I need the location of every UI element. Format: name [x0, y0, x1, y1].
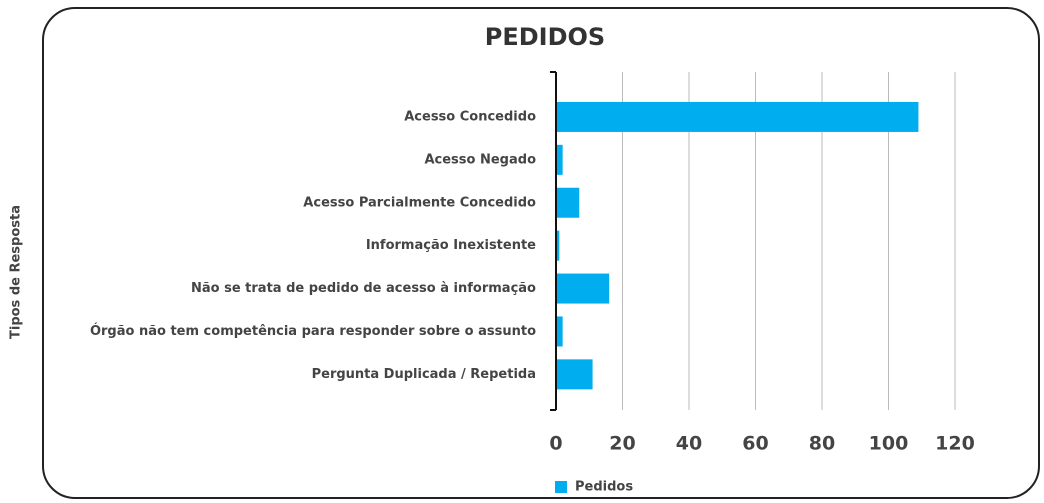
- y-tick-label: Pergunta Duplicada / Repetida: [312, 367, 536, 382]
- x-tick-label: 120: [935, 433, 975, 455]
- y-axis-label: Tipos de Resposta: [9, 205, 24, 339]
- bar: [556, 316, 563, 347]
- x-tick-label: 0: [549, 433, 562, 455]
- frame: [42, 7, 1040, 499]
- y-tick-label: Acesso Negado: [424, 152, 536, 167]
- bar: [556, 144, 563, 175]
- y-tick-label: Informação Inexistente: [366, 238, 536, 253]
- chart-title: PEDIDOS: [485, 23, 605, 51]
- bar: [556, 359, 593, 390]
- y-tick-label: Não se trata de pedido de acesso à infor…: [191, 281, 536, 296]
- x-tick-label: 80: [809, 433, 835, 455]
- bar: [556, 230, 560, 261]
- y-tick-label: Acesso Concedido: [404, 109, 536, 124]
- legend-label: Pedidos: [575, 480, 633, 495]
- bar: [556, 101, 919, 132]
- x-tick-label: 20: [609, 433, 635, 455]
- x-tick-label: 100: [869, 433, 909, 455]
- y-tick-label: Acesso Parcialmente Concedido: [303, 195, 536, 210]
- legend-swatch: [555, 481, 567, 493]
- y-tick-label: Órgão não tem competência para responder…: [90, 323, 536, 339]
- x-tick-label: 60: [742, 433, 768, 455]
- bar: [556, 187, 580, 218]
- x-tick-label: 40: [676, 433, 702, 455]
- bar: [556, 273, 610, 304]
